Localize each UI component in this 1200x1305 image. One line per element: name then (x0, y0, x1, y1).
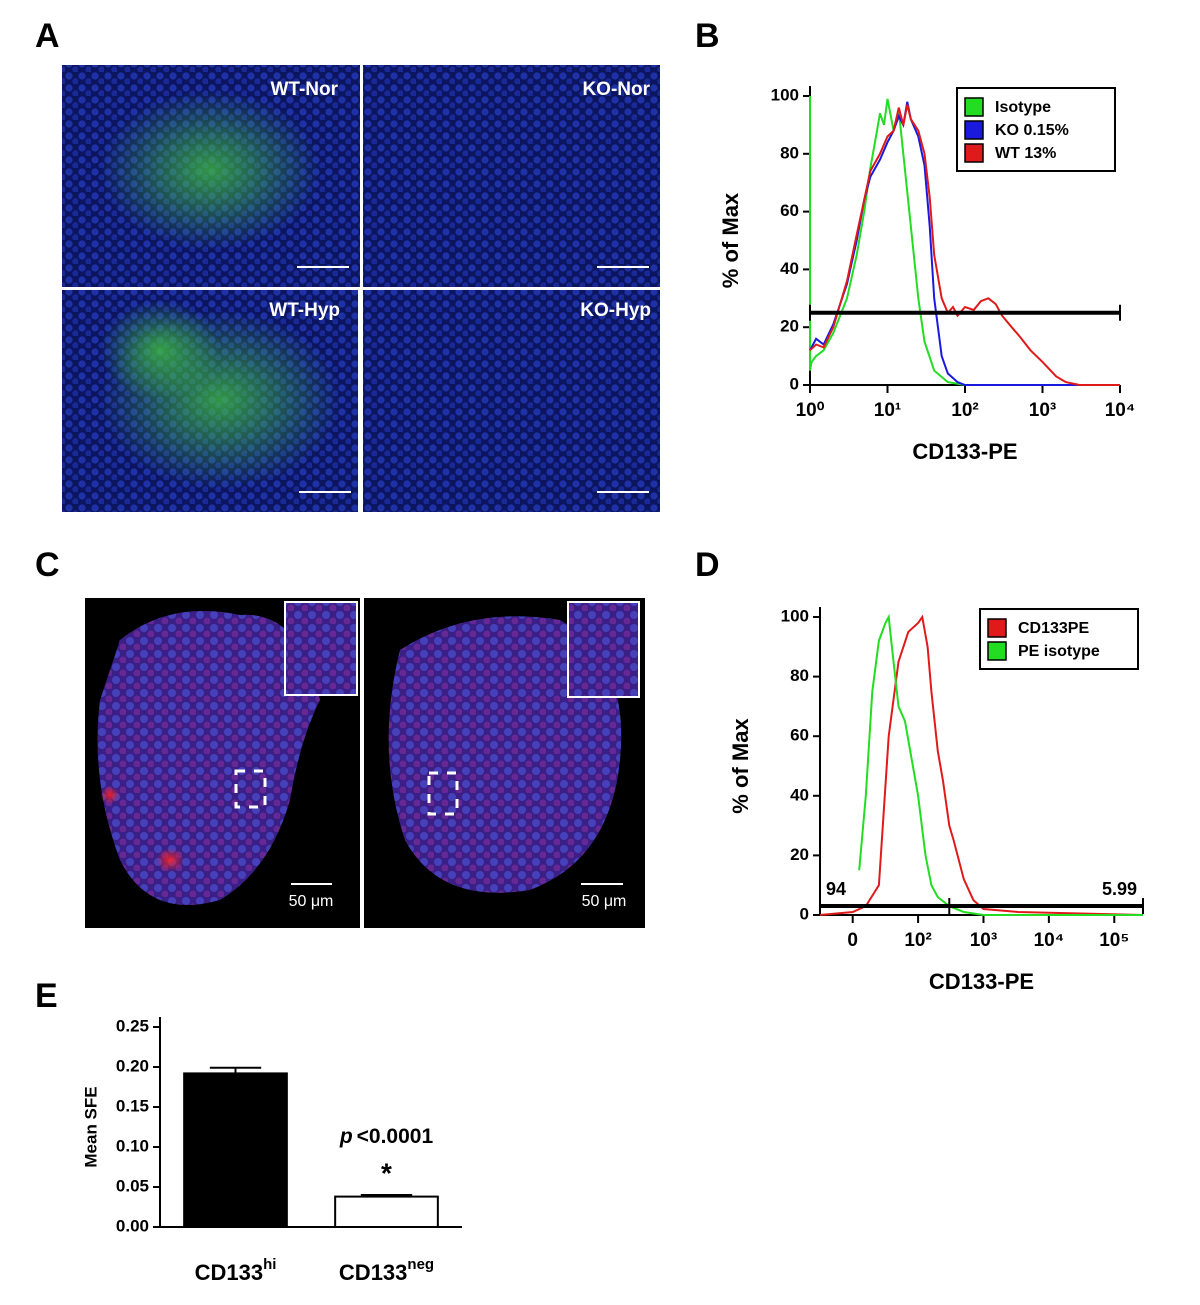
spheroid (97, 610, 320, 905)
image-label: KO-Nor (582, 79, 650, 100)
y-tick-label: 0.05 (116, 1176, 149, 1195)
y-tick-label: 60 (780, 201, 799, 220)
legend-label: CD133PE (1018, 620, 1089, 637)
y-tick-label: 0.25 (116, 1016, 149, 1035)
stain (100, 786, 120, 804)
series-line (819, 614, 1144, 916)
annotation: p <0.0001 (339, 1125, 434, 1148)
legend-swatch (964, 120, 984, 140)
significance-marker: * (381, 1157, 392, 1188)
x-tick-label: CD133neg (339, 1256, 434, 1285)
legend-swatch (964, 143, 984, 163)
panel-label: D (695, 546, 720, 584)
inset (567, 601, 640, 698)
series-line (809, 104, 1120, 386)
bar (334, 1195, 439, 1228)
x-axis-label: CD133-PE (912, 439, 1017, 464)
y-tick-label: 80 (790, 666, 809, 685)
legend-swatch (964, 97, 984, 117)
y-tick-label: 0.20 (116, 1056, 149, 1075)
stain (156, 848, 184, 872)
confocal-images: 50 μm 50 μm (85, 598, 645, 928)
y-tick-label: 60 (790, 726, 809, 745)
category-name: CD133 (195, 1260, 263, 1285)
scale-bars (297, 266, 649, 493)
legend-label: WT 13% (995, 145, 1056, 162)
x-tick-label: 10³ (970, 930, 997, 951)
stain (100, 300, 220, 400)
x-tick-label: 0 (847, 930, 858, 951)
scale-label: 50 μm (582, 893, 627, 910)
series-line (858, 613, 1143, 916)
panel-label: A (35, 17, 60, 55)
panel-label: C (35, 546, 60, 584)
y-tick-label: 0 (790, 374, 799, 393)
y-tick-label: 0.10 (116, 1136, 149, 1155)
x-axis-label: CD133-PE (929, 969, 1034, 994)
micrograph (363, 290, 660, 512)
bar (183, 1072, 288, 1229)
micrograph-grid: WT-Nor KO-Nor WT-Hyp KO-Hyp (62, 65, 660, 512)
y-axis-label: % of Max (728, 718, 753, 814)
panel-label: B (695, 17, 720, 55)
zoom-box (234, 769, 267, 809)
image-label: KO-Hyp (580, 300, 651, 321)
x-tick-label: CD133hi (195, 1256, 277, 1285)
legend-label: Isotype (995, 99, 1051, 116)
image-label: WT-Nor (270, 79, 338, 100)
y-tick-label: 100 (771, 85, 799, 104)
y-tick-label: 20 (780, 317, 799, 336)
gate-label: 5.99 (1102, 879, 1137, 899)
y-axis-label: % of Max (718, 192, 743, 288)
y-tick-label: 40 (780, 259, 799, 278)
x-tick-label: 10² (951, 400, 978, 421)
x-tick-label: 10² (904, 930, 931, 951)
category-superscript: hi (263, 1256, 276, 1273)
y-axis-label: Mean SFE (81, 1086, 100, 1167)
annotation-text: <0.0001 (357, 1125, 434, 1148)
y-tick-label: 0 (800, 904, 809, 923)
x-tick-label: 10⁵ (1099, 930, 1129, 951)
series-line (809, 96, 1120, 386)
y-tick-label: 20 (790, 845, 809, 864)
stain (100, 90, 320, 250)
legend-label: PE isotype (1018, 643, 1100, 660)
category-superscript: neg (407, 1256, 434, 1273)
y-tick-label: 0.00 (116, 1216, 149, 1235)
scale-label: 50 μm (289, 893, 334, 910)
y-tick-label: 100 (781, 606, 809, 625)
x-tick-label: 10⁰ (796, 400, 825, 421)
legend-swatch (987, 641, 1007, 661)
x-tick-label: 10⁴ (1034, 930, 1065, 951)
spheroid (388, 616, 622, 893)
legend-swatch (987, 618, 1007, 638)
y-tick-label: 80 (780, 143, 799, 162)
image-label: WT-Hyp (269, 300, 340, 321)
y-tick-label: 40 (790, 785, 809, 804)
x-tick-label: 10⁴ (1105, 400, 1136, 421)
gate-label: 94 (826, 879, 846, 899)
micrograph (363, 65, 660, 287)
annotation-italic: p (339, 1125, 353, 1148)
y-tick-label: 0.15 (116, 1096, 149, 1115)
panel-label: E (35, 977, 58, 1015)
x-tick-label: 10¹ (874, 400, 901, 421)
category-name: CD133 (339, 1260, 407, 1285)
legend-label: KO 0.15% (995, 122, 1069, 139)
x-tick-label: 10³ (1029, 400, 1056, 421)
inset (284, 601, 358, 696)
